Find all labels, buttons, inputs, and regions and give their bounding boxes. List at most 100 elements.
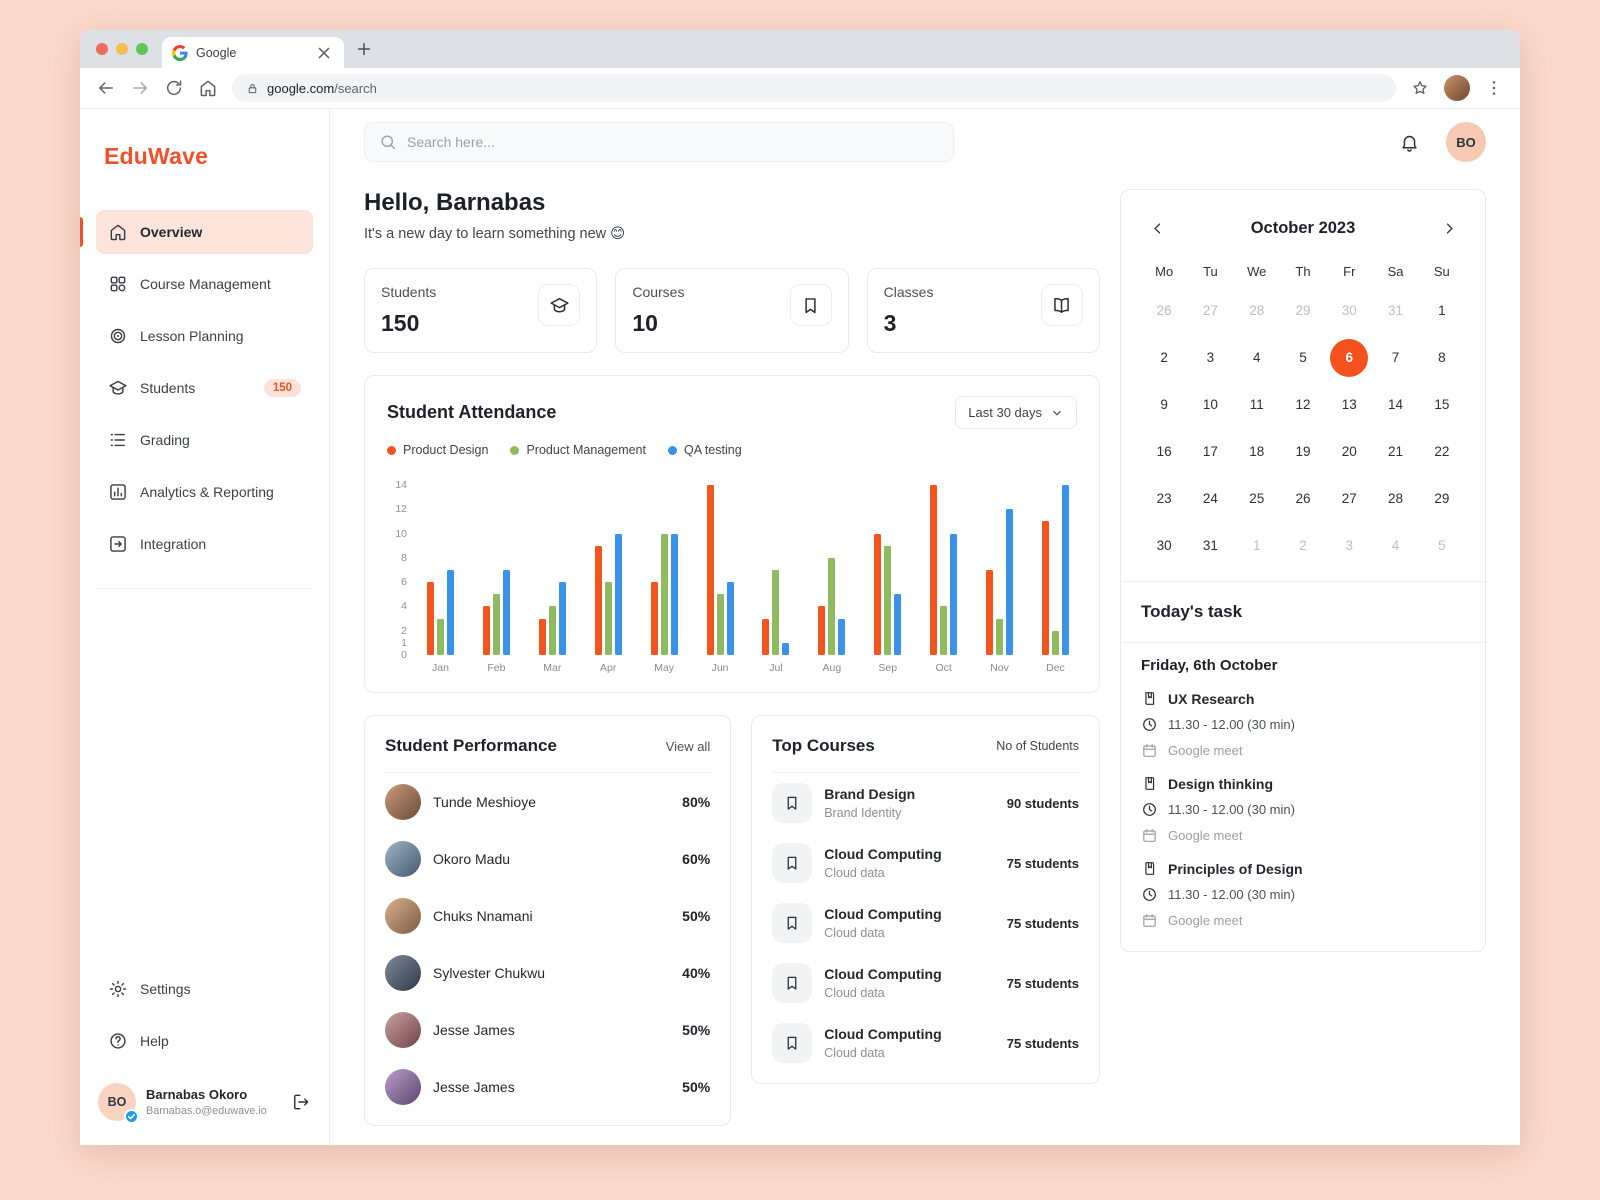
calendar-date[interactable]: 8 [1419,334,1465,381]
course-row[interactable]: Cloud Computing Cloud data 75 students [772,833,1079,893]
browser-profile-avatar[interactable] [1444,75,1470,101]
calendar-date[interactable]: 1 [1234,522,1280,569]
forward-icon[interactable] [130,78,150,98]
calendar-date[interactable]: 17 [1187,428,1233,475]
task-item[interactable]: Principles of Design 11.30 - 12.00 (30 mi… [1141,860,1465,929]
profile-avatar[interactable]: BO [1446,122,1486,162]
calendar-date[interactable]: 24 [1187,475,1233,522]
calendar-date[interactable]: 18 [1234,428,1280,475]
bookmark-star-icon[interactable] [1410,78,1430,98]
calendar-date[interactable]: 2 [1141,334,1187,381]
notifications-button[interactable] [1390,123,1428,161]
calendar-date[interactable]: 16 [1141,428,1187,475]
student-row[interactable]: Sylvester Chukwu 40% [385,944,710,1001]
date-range-filter[interactable]: Last 30 days [955,396,1077,429]
close-window-button[interactable] [96,43,108,55]
course-row[interactable]: Cloud Computing Cloud data 75 students [772,893,1079,953]
logout-icon[interactable] [291,1092,311,1112]
calendar-icon [1141,827,1158,844]
student-row[interactable]: Jesse James 50% [385,1058,710,1115]
sidebar-item-overview[interactable]: Overview [80,210,313,254]
calendar-date[interactable]: 9 [1141,381,1187,428]
url-bar[interactable]: google.com/search [232,74,1396,102]
browser-tab[interactable]: Google [162,37,344,68]
search-box[interactable] [364,122,954,162]
sidebar-item-lesson-planning[interactable]: Lesson Planning [96,314,313,358]
calendar-next-button[interactable] [1435,214,1463,242]
sidebar-item-grading[interactable]: Grading [96,418,313,462]
calendar-prev-button[interactable] [1143,214,1171,242]
calendar-date[interactable]: 4 [1234,334,1280,381]
search-input[interactable] [407,134,939,150]
calendar-date[interactable]: 31 [1187,522,1233,569]
student-row[interactable]: Jesse James 50% [385,1001,710,1058]
calendar-date[interactable]: 29 [1280,287,1326,334]
legend-item-product-management: Product Management [510,443,646,457]
calendar-date[interactable]: 1 [1419,287,1465,334]
sidebar-item-analytics-reporting[interactable]: Analytics & Reporting [96,470,313,514]
calendar-date[interactable]: 28 [1372,475,1418,522]
calendar-date[interactable]: 20 [1326,428,1372,475]
view-all-link[interactable]: View all [665,738,711,754]
chevron-down-icon [1050,406,1064,420]
calendar-date[interactable]: 19 [1280,428,1326,475]
calendar-date[interactable]: 12 [1280,381,1326,428]
calendar-date[interactable]: 2 [1280,522,1326,569]
student-row[interactable]: Chuks Nnamani 50% [385,887,710,944]
calendar-date[interactable]: 26 [1141,287,1187,334]
course-row[interactable]: Cloud Computing Cloud data 75 students [772,953,1079,1013]
course-row[interactable]: Brand Design Brand Identity 90 students [772,773,1079,833]
sidebar-item-course-management[interactable]: Course Management [96,262,313,306]
calendar-date[interactable]: 27 [1326,475,1372,522]
sidebar-item-label: Students [140,380,196,396]
calendar-date[interactable]: 5 [1419,522,1465,569]
browser-home-icon[interactable] [198,78,218,98]
browser-menu-icon[interactable] [1484,78,1504,98]
stat-text: Courses 10 [632,284,684,337]
sidebar-item-settings[interactable]: Settings [96,967,313,1011]
calendar-date[interactable]: 31 [1372,287,1418,334]
calendar-date[interactable]: 28 [1234,287,1280,334]
calendar-date-selected[interactable]: 6 [1326,334,1372,381]
calendar-date[interactable]: 13 [1326,381,1372,428]
bookmark-icon [783,854,801,872]
sidebar-item-integration[interactable]: Integration [96,522,313,566]
calendar-date[interactable]: 21 [1372,428,1418,475]
chart-bar [558,582,566,655]
maximize-window-button[interactable] [136,43,148,55]
task-item[interactable]: Design thinking 11.30 - 12.00 (30 min) Goo… [1141,775,1465,844]
calendar-date[interactable]: 26 [1280,475,1326,522]
calendar-date[interactable]: 15 [1419,381,1465,428]
calendar-date[interactable]: 14 [1372,381,1418,428]
calendar-date[interactable]: 10 [1187,381,1233,428]
sidebar-item-students[interactable]: Students 150 [96,366,313,410]
student-row[interactable]: Tunde Meshioye 80% [385,773,710,830]
calendar-date[interactable]: 29 [1419,475,1465,522]
student-row[interactable]: Okoro Madu 60% [385,830,710,887]
reload-icon[interactable] [164,78,184,98]
calendar-date[interactable]: 25 [1234,475,1280,522]
calendar-date[interactable]: 3 [1187,334,1233,381]
chart-y-axis: 0 1 2 4 6 8 10 12 14 [387,479,409,661]
calendar-date[interactable]: 3 [1326,522,1372,569]
sidebar-item-help[interactable]: Help [96,1019,313,1063]
chart-bars [762,485,790,655]
tab-close-icon[interactable] [314,43,334,63]
calendar-date[interactable]: 5 [1280,334,1326,381]
student-avatar [385,897,421,934]
calendar-date[interactable]: 11 [1234,381,1280,428]
calendar-date[interactable]: 23 [1141,475,1187,522]
calendar-date[interactable]: 27 [1187,287,1233,334]
back-icon[interactable] [96,78,116,98]
calendar-date[interactable]: 7 [1372,334,1418,381]
course-name: Cloud Computing [824,906,942,922]
calendar-date[interactable]: 22 [1419,428,1465,475]
minimize-window-button[interactable] [116,43,128,55]
course-row[interactable]: Cloud Computing Cloud data 75 students [772,1013,1079,1073]
new-tab-button[interactable] [354,39,374,59]
calendar-date[interactable]: 30 [1326,287,1372,334]
calendar-date[interactable]: 4 [1372,522,1418,569]
url-path: /search [334,80,377,96]
task-item[interactable]: UX Research 11.30 - 12.00 (30 min) Google … [1141,690,1465,759]
calendar-date[interactable]: 30 [1141,522,1187,569]
